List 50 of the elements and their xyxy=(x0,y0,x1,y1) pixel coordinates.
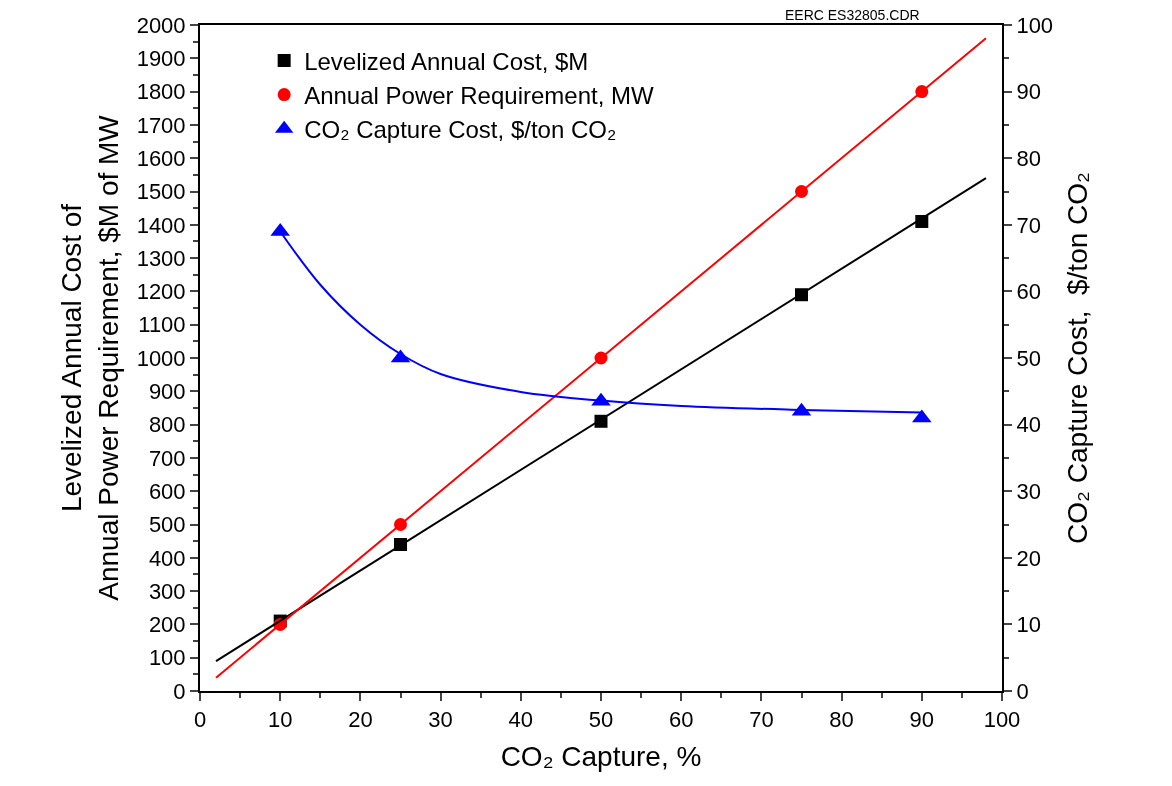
y2-tick-label: 60 xyxy=(1016,279,1041,305)
x-tick-label: 40 xyxy=(508,707,534,733)
x-tick-label: 80 xyxy=(829,707,854,733)
y-tick-label: 500 xyxy=(148,512,186,538)
y-tick-label: 1200 xyxy=(136,279,186,305)
x-tick-label: 30 xyxy=(428,707,453,733)
y2-tick-label: 80 xyxy=(1016,145,1041,171)
y2-axis-title: CO₂ Capture Cost, $/ton CO₂ xyxy=(1061,172,1093,544)
x-tick-label: 100 xyxy=(983,707,1021,733)
y2-tick-label: 70 xyxy=(1016,212,1041,238)
x-axis-title: CO₂ Capture, % xyxy=(500,741,702,772)
y-axis-title: Levelized Annual Cost of Annual Power Requirement, $M of MW xyxy=(56,114,124,601)
y2-tick-label: 90 xyxy=(1016,79,1041,105)
legend-label: CO₂ Capture Cost, $/ton CO₂ xyxy=(304,116,617,144)
legend-label: Annual Power Requirement, MW xyxy=(304,81,654,109)
x-tick-label: 20 xyxy=(348,707,373,733)
y-tick-label: 0 xyxy=(173,678,186,704)
y-tick-label: 1800 xyxy=(136,79,186,105)
x-tick-label: 60 xyxy=(668,707,694,733)
legend-label: Levelized Annual Cost, $M xyxy=(304,47,589,75)
y2-tick-label: 10 xyxy=(1016,612,1041,638)
x-tick-label: 90 xyxy=(909,707,935,733)
y-tick-label: 300 xyxy=(148,578,186,604)
y-tick-label: 1900 xyxy=(136,46,186,71)
text: EERC ES32805.CDR xyxy=(785,7,920,23)
y-tick-label: 1300 xyxy=(136,245,186,271)
y-tick-label: 1100 xyxy=(138,312,186,338)
y-tick-label: 900 xyxy=(148,379,186,404)
x-tick-label: 10 xyxy=(267,707,293,733)
y2-tick-label: 30 xyxy=(1016,478,1041,504)
y-tick-label: 2000 xyxy=(136,12,186,38)
y-tick-label: 600 xyxy=(148,478,186,504)
y2-tick-label: 40 xyxy=(1016,412,1041,438)
y-tick-label: 800 xyxy=(148,412,186,438)
y2-tick-label: 50 xyxy=(1016,345,1041,371)
x-tick-label: 50 xyxy=(588,707,614,733)
y-tick-label: 200 xyxy=(148,612,186,638)
y-tick-label: 1500 xyxy=(136,179,186,205)
y2-tick-label: 0 xyxy=(1016,678,1029,704)
y-tick-label: 100 xyxy=(148,645,186,671)
y2-tick-label: 20 xyxy=(1016,545,1041,571)
x-tick-label: 70 xyxy=(749,707,774,733)
y-tick-label: 400 xyxy=(148,545,186,571)
y2-tick-label: 100 xyxy=(1016,12,1054,38)
y-tick-label: 1600 xyxy=(136,145,186,171)
y-tick-label: 700 xyxy=(148,445,186,471)
y-tick-label: 1700 xyxy=(136,112,186,138)
y-tick-label: 1400 xyxy=(136,212,186,238)
y-tick-label: 1000 xyxy=(136,345,186,371)
x-tick-label: 0 xyxy=(193,707,207,733)
